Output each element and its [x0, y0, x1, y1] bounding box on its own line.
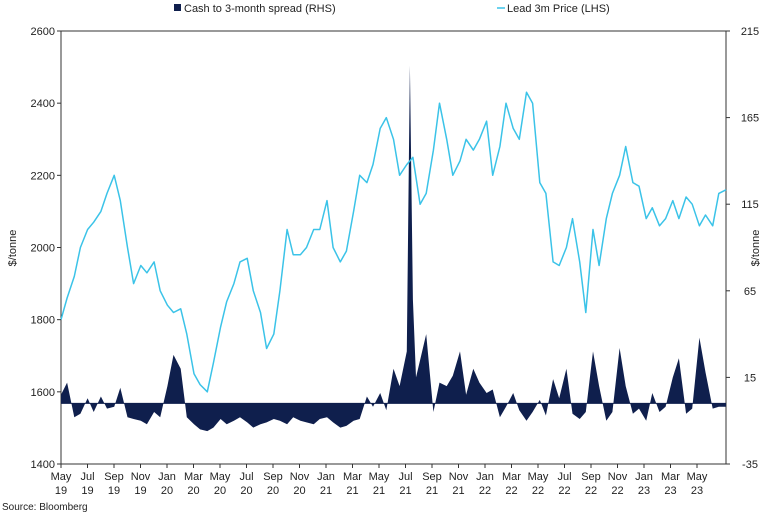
- x-tick-month: Nov: [131, 471, 151, 483]
- x-tick-year: 20: [293, 485, 305, 497]
- x-tick-year: 21: [452, 485, 464, 497]
- left-axis-ticks: 1400 1600 1800 2000 2200 2400 2600: [31, 26, 61, 471]
- x-tick-year: 22: [611, 485, 623, 497]
- right-tick-label: 115: [741, 199, 759, 211]
- x-tick-month: May: [687, 471, 708, 483]
- x-tick-month: May: [528, 471, 549, 483]
- left-tick-label: 2600: [31, 26, 55, 38]
- spread-area: [61, 65, 726, 432]
- source-note: Source: Bloomberg: [2, 502, 88, 513]
- x-tick-year: 20: [267, 485, 279, 497]
- x-tick-month: Mar: [502, 471, 521, 483]
- right-axis-ticks: -35 15 65 115 165 215: [726, 26, 759, 471]
- x-tick-month: Sep: [422, 471, 442, 483]
- x-tick-year: 23: [638, 485, 650, 497]
- x-tick-month: Jul: [557, 471, 571, 483]
- x-tick-month: May: [210, 471, 231, 483]
- x-tick-month: Nov: [290, 471, 310, 483]
- x-tick-year: 22: [585, 485, 597, 497]
- x-tick-month: Sep: [581, 471, 601, 483]
- x-tick-year: 20: [161, 485, 173, 497]
- x-tick-year: 21: [320, 485, 332, 497]
- x-tick-month: Jul: [239, 471, 253, 483]
- left-tick-label: 2400: [31, 98, 55, 110]
- x-tick-month: Jan: [317, 471, 335, 483]
- x-tick-month: Mar: [343, 471, 362, 483]
- right-tick-label: 65: [744, 286, 756, 298]
- x-tick-year: 19: [81, 485, 93, 497]
- x-tick-month: Jul: [80, 471, 94, 483]
- x-tick-year: 22: [532, 485, 544, 497]
- x-axis-ticks: May 19 Jul 19 Sep 19 Nov 19 Jan 20 Mar 20 May 20 Jul 20…: [51, 464, 708, 497]
- legend-label-spread: Cash to 3-month spread (RHS): [184, 3, 336, 15]
- right-tick-label: 15: [744, 372, 756, 384]
- x-tick-month: May: [51, 471, 72, 483]
- x-tick-year: 20: [240, 485, 252, 497]
- x-tick-month: Jan: [635, 471, 653, 483]
- left-tick-label: 1400: [31, 459, 55, 471]
- x-tick-year: 21: [399, 485, 411, 497]
- left-tick-label: 2000: [31, 243, 55, 255]
- spread-area-layer: [61, 65, 726, 432]
- x-tick-year: 23: [691, 485, 703, 497]
- left-tick-label: 1600: [31, 387, 55, 399]
- x-tick-year: 23: [664, 485, 676, 497]
- x-tick-year: 22: [505, 485, 517, 497]
- x-tick-year: 21: [346, 485, 358, 497]
- right-tick-label: 215: [741, 26, 759, 38]
- x-tick-month: Jan: [158, 471, 176, 483]
- legend: Cash to 3-month spread (RHS) Lead 3m Pri…: [174, 3, 610, 15]
- x-tick-month: Sep: [104, 471, 124, 483]
- legend-swatch-spread: [174, 4, 181, 11]
- x-tick-month: May: [369, 471, 390, 483]
- x-tick-year: 19: [108, 485, 120, 497]
- legend-label-lead: Lead 3m Price (LHS): [507, 3, 610, 15]
- x-tick-month: Mar: [184, 471, 203, 483]
- x-tick-year: 19: [134, 485, 146, 497]
- x-tick-year: 22: [558, 485, 570, 497]
- x-tick-year: 21: [426, 485, 438, 497]
- right-tick-label: 165: [741, 113, 759, 125]
- right-axis-title: $/tonne: [750, 230, 762, 267]
- x-tick-month: Nov: [608, 471, 628, 483]
- lead-line-layer: [60, 91, 727, 393]
- x-tick-month: Jan: [476, 471, 494, 483]
- x-tick-month: Mar: [661, 471, 680, 483]
- x-tick-year: 21: [373, 485, 385, 497]
- right-tick-label: -35: [742, 459, 758, 471]
- x-tick-month: Sep: [263, 471, 283, 483]
- x-tick-month: Jul: [398, 471, 412, 483]
- lead-price-line: [60, 91, 727, 393]
- x-tick-year: 22: [479, 485, 491, 497]
- x-tick-year: 20: [214, 485, 226, 497]
- x-tick-month: Nov: [449, 471, 469, 483]
- left-axis-title: $/tonne: [7, 230, 19, 267]
- x-tick-year: 19: [55, 485, 67, 497]
- left-tick-label: 2200: [31, 170, 55, 182]
- x-tick-year: 20: [187, 485, 199, 497]
- left-tick-label: 1800: [31, 315, 55, 327]
